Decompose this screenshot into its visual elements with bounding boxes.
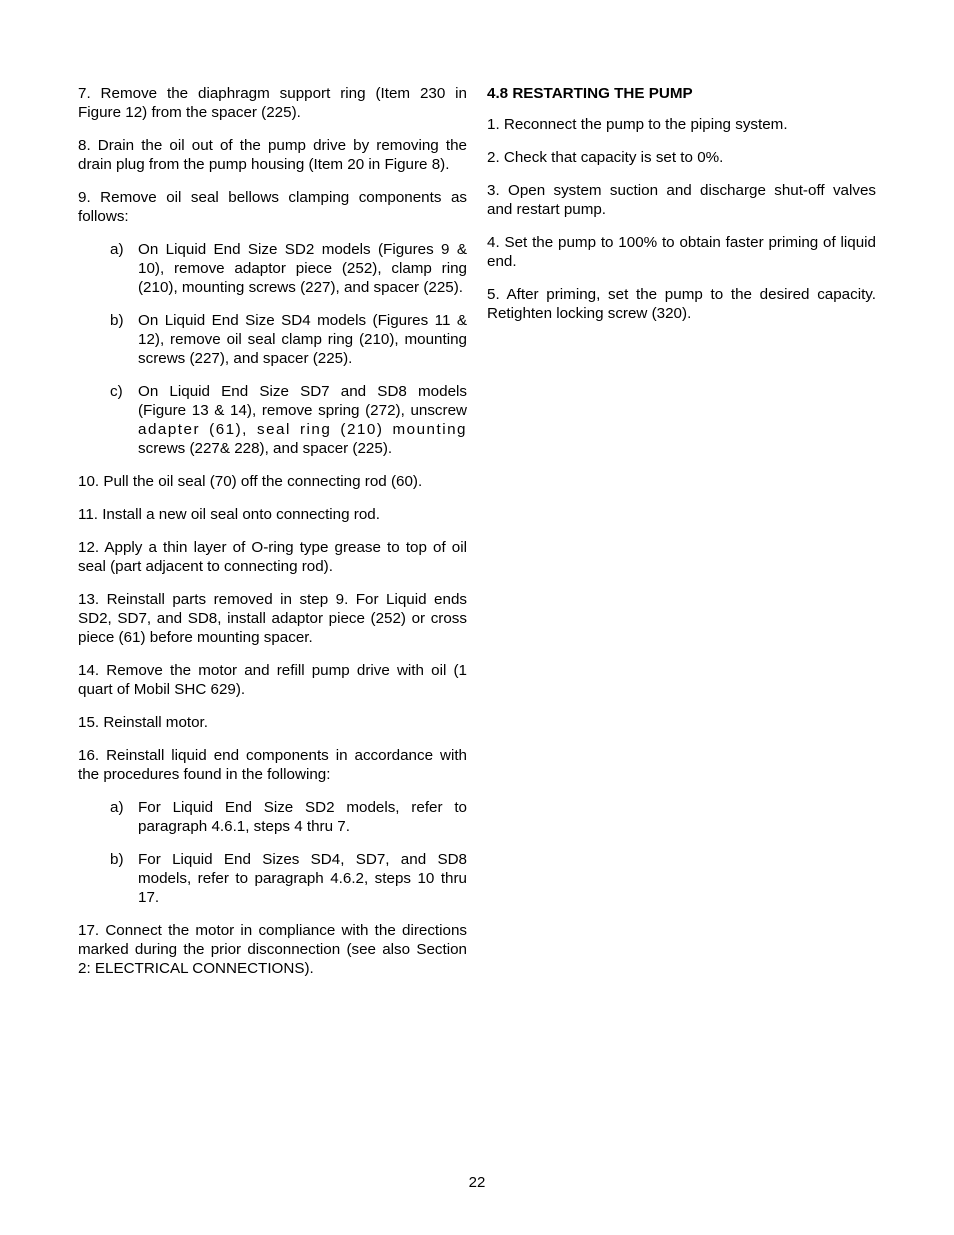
section-heading: 4.8 RESTARTING THE PUMP — [487, 84, 876, 103]
step-9-sublist: a) On Liquid End Size SD2 models (Figure… — [78, 240, 467, 458]
sublist-text: On Liquid End Size SD2 models (Figures 9… — [138, 240, 467, 297]
left-column: 7. Remove the diaphragm support ring (It… — [78, 84, 467, 992]
step-8: 8. Drain the oil out of the pump drive b… — [78, 136, 467, 174]
page-number: 22 — [0, 1174, 954, 1193]
columns: 7. Remove the diaphragm support ring (It… — [78, 84, 876, 992]
restart-step-4: 4. Set the pump to 100% to obtain faster… — [487, 233, 876, 271]
sublist-letter: c) — [110, 382, 138, 458]
step-9: 9. Remove oil seal bellows clamping comp… — [78, 188, 467, 226]
sublist-text: On Liquid End Size SD4 models (Figures 1… — [138, 311, 467, 368]
sublist-letter: a) — [110, 798, 138, 836]
sublist-letter: a) — [110, 240, 138, 297]
step-11: 11. Install a new oil seal onto connecti… — [78, 505, 467, 524]
step-14: 14. Remove the motor and refill pump dri… — [78, 661, 467, 699]
step-16a: a) For Liquid End Size SD2 models, refer… — [110, 798, 467, 836]
sublist-letter: b) — [110, 850, 138, 907]
step-9a: a) On Liquid End Size SD2 models (Figure… — [110, 240, 467, 297]
step-12: 12. Apply a thin layer of O-ring type gr… — [78, 538, 467, 576]
right-column: 4.8 RESTARTING THE PUMP 1. Reconnect the… — [487, 84, 876, 992]
restart-step-5: 5. After priming, set the pump to the de… — [487, 285, 876, 323]
sublist-text: For Liquid End Sizes SD4, SD7, and SD8 m… — [138, 850, 467, 907]
step-10: 10. Pull the oil seal (70) off the conne… — [78, 472, 467, 491]
sublist-text: On Liquid End Size SD7 and SD8 models (F… — [138, 382, 467, 458]
step-17: 17. Connect the motor in compliance with… — [78, 921, 467, 978]
sublist-line: screws (227& 228), and spacer (225). — [138, 440, 392, 457]
restart-step-3: 3. Open system suction and discharge shu… — [487, 181, 876, 219]
step-9b: b) On Liquid End Size SD4 models (Figure… — [110, 311, 467, 368]
restart-step-2: 2. Check that capacity is set to 0%. — [487, 148, 876, 167]
step-7: 7. Remove the diaphragm support ring (It… — [78, 84, 467, 122]
step-9c: c) On Liquid End Size SD7 and SD8 models… — [110, 382, 467, 458]
sublist-line-stretched: adapter (61), seal ring (210) mounting — [138, 421, 467, 438]
step-15: 15. Reinstall motor. — [78, 713, 467, 732]
step-16b: b) For Liquid End Sizes SD4, SD7, and SD… — [110, 850, 467, 907]
sublist-text: For Liquid End Size SD2 models, refer to… — [138, 798, 467, 836]
sublist-line: On Liquid End Size SD7 and SD8 models (F… — [138, 383, 467, 419]
step-16: 16. Reinstall liquid end components in a… — [78, 746, 467, 784]
sublist-letter: b) — [110, 311, 138, 368]
page: 7. Remove the diaphragm support ring (It… — [0, 0, 954, 1235]
step-13: 13. Reinstall parts removed in step 9. F… — [78, 590, 467, 647]
restart-step-1: 1. Reconnect the pump to the piping syst… — [487, 115, 876, 134]
step-16-sublist: a) For Liquid End Size SD2 models, refer… — [78, 798, 467, 907]
